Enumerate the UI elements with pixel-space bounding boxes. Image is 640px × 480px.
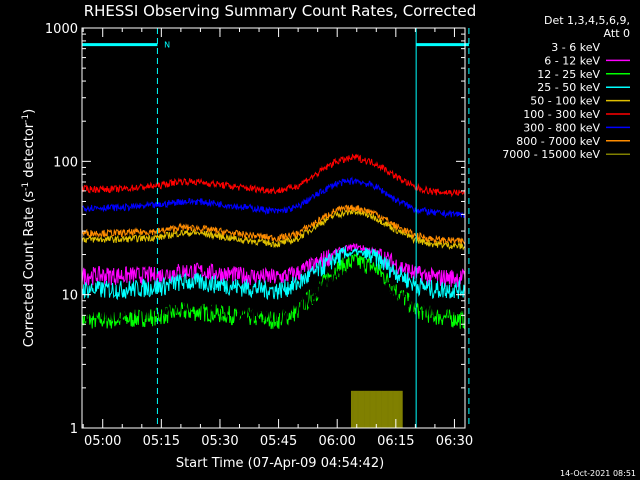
legend-entry-label: 50 - 100 keV [530, 95, 600, 108]
x-tick-label: 06:00 [318, 434, 355, 449]
series-line-3 [81, 252, 466, 330]
chart-title: RHESSI Observing Summary Count Rates, Co… [84, 2, 477, 20]
x-axis-label: Start Time (07-Apr-09 04:54:42) [176, 456, 384, 471]
y-tick-label: 10 [61, 289, 78, 304]
x-tick-label: 05:45 [260, 434, 297, 449]
series-line-1 [81, 264, 466, 323]
night-markers: N [82, 28, 470, 428]
series-line-5 [81, 208, 466, 251]
legend-entry-label: 100 - 300 keV [523, 108, 600, 121]
legend-entry-label: 12 - 25 keV [537, 68, 600, 81]
y-axis-label: Corrected Count Rate (s-1 detector-1) [21, 109, 37, 347]
legend-entry-label: 25 - 50 keV [537, 81, 600, 94]
legend-entry-label: 300 - 800 keV [523, 121, 600, 134]
y-tick-label: 100 [53, 155, 78, 170]
x-tick-label: 05:15 [143, 434, 180, 449]
legend-header-2: Att 0 [604, 27, 630, 40]
legend-entry-label: 7000 - 15000 keV [502, 148, 600, 161]
x-tick-label: 06:30 [436, 434, 473, 449]
x-tick-label: 05:00 [84, 434, 121, 449]
legend-entry-label: 6 - 12 keV [544, 54, 600, 67]
timestamp: 14-Oct-2021 08:51 [560, 469, 636, 478]
plot-frame [81, 27, 466, 429]
y-tick-label: 1 [70, 422, 78, 437]
x-tick-label: 06:15 [377, 434, 414, 449]
series-line-8 [81, 204, 466, 245]
legend-entry-label: 3 - 6 keV [551, 41, 600, 54]
series-layer [81, 153, 466, 428]
series-line-6 [81, 153, 466, 198]
series-bursts [350, 390, 403, 428]
series-line-2 [81, 242, 466, 288]
y-tick-label: 1000 [45, 22, 78, 37]
series-line-7 [82, 176, 466, 219]
legend-header-1: Det 1,3,4,5,6,9, [544, 14, 630, 27]
x-tick-label: 05:30 [201, 434, 238, 449]
night-label: N [164, 41, 170, 50]
series-line-4 [81, 246, 466, 301]
legend-entry-label: 800 - 7000 keV [516, 135, 600, 148]
axis-ticks: 1 10 100 1000 05:00 05:15 05:30 05:45 06:00 06:15… [45, 22, 473, 449]
